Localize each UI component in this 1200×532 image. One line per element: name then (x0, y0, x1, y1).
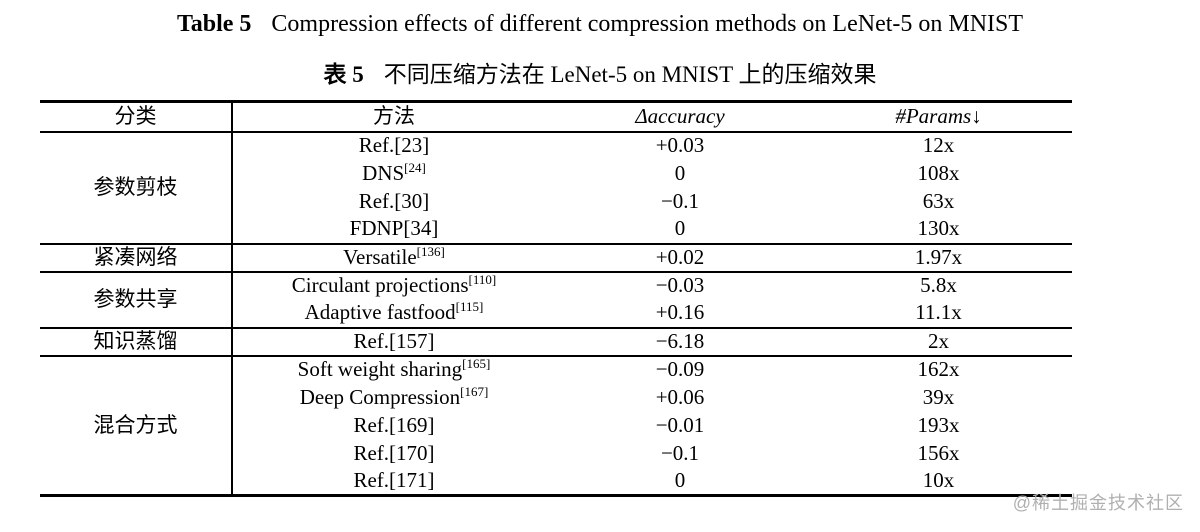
reference-superscript: [115] (455, 299, 484, 315)
params-cell: 2x (805, 327, 1072, 357)
method-text: Ref.[23] (358, 133, 430, 158)
accuracy-cell: −0.03 (655, 273, 705, 298)
caption-en-text: Compression effects of different compres… (271, 11, 1024, 37)
table-row: 参数剪枝 Ref.[23] +0.03 12x (40, 131, 1072, 245)
method-cell: Ref.[171] (232, 468, 555, 496)
accuracy-cell: +0.16 (555, 299, 805, 329)
table-row: 紧凑网络 Versatile[136] +0.02 1.97x (40, 243, 1072, 273)
method-text: Ref.[169] (353, 412, 435, 437)
params-cell: 39x (922, 384, 955, 409)
compression-results-table: 分类 方法 Δaccuracy #Params↓ 参数剪枝 Ref.[23] +… (40, 100, 1072, 497)
method-cell: Versatile[136] (232, 243, 555, 273)
accuracy-cell: −0.1 (660, 188, 700, 213)
table-row: Ref.[30] −0.1 63x (40, 188, 1072, 216)
watermark: @稀土掘金技术社区 (1012, 493, 1184, 513)
method-cell: Adaptive fastfood[115] (232, 299, 555, 329)
method-text: Deep Compression (299, 384, 461, 409)
method-cell: DNS[24] (232, 160, 555, 188)
accuracy-cell: −0.01 (655, 412, 705, 437)
params-cell: 63x (922, 188, 955, 213)
method-cell: Ref.[23] (232, 132, 555, 160)
table-row: Adaptive fastfood[115] +0.16 11.1x (40, 299, 1072, 329)
method-cell: Ref.[157] (232, 327, 555, 357)
method-text: Ref.[171] (353, 468, 435, 493)
table-row: 混合方式 Soft weight sharing[165] −0.09 162x (40, 355, 1072, 497)
reference-superscript: [110] (468, 272, 497, 288)
category-cell-pruning: 参数剪枝 (40, 131, 233, 245)
params-cell: 5.8x (920, 273, 957, 298)
method-text: Ref.[30] (358, 188, 430, 213)
method-text: DNS (362, 160, 405, 185)
method-text: Ref.[170] (353, 440, 435, 465)
method-text: Ref.[157] (353, 328, 435, 353)
category-cell-hybrid: 混合方式 (40, 355, 233, 497)
params-cell: 193x (917, 412, 960, 437)
accuracy-cell: −0.09 (655, 357, 705, 382)
table-row: DNS[24] 0 108x (40, 160, 1072, 188)
params-cell: 10x (922, 468, 955, 493)
table-row: Ref.[171] 0 10x (40, 468, 1072, 496)
method-text: Circulant projections (291, 273, 469, 298)
table-row: FDNP[34] 0 130x (40, 215, 1072, 245)
method-cell: Circulant projections[110] (232, 272, 555, 300)
params-cell: 156x (917, 440, 960, 465)
col-header-params: #Params↓ (805, 101, 1072, 133)
method-cell: Ref.[169] (232, 412, 555, 440)
method-cell: Deep Compression[167] (232, 384, 555, 412)
accuracy-cell: 0 (555, 215, 805, 245)
caption-en-label: Table 5 (176, 11, 252, 37)
method-cell: Ref.[30] (232, 188, 555, 216)
accuracy-cell: 0 (674, 468, 686, 493)
method-text: Adaptive fastfood (304, 300, 456, 325)
caption-zh-label: 表 5 (323, 62, 364, 87)
table-row: Ref.[170] −0.1 156x (40, 440, 1072, 468)
caption-zh-text: 不同压缩方法在 LeNet-5 on MNIST 上的压缩效果 (383, 62, 877, 87)
method-cell: Ref.[170] (232, 440, 555, 468)
reference-superscript: [167] (460, 383, 489, 399)
table-caption-chinese: 表 5 不同压缩方法在 LeNet-5 on MNIST 上的压缩效果 (0, 55, 1200, 89)
reference-superscript: [136] (416, 243, 445, 259)
params-cell: 12x (922, 133, 955, 158)
params-cell: 108x (917, 160, 960, 185)
category-cell-compact-network: 紧凑网络 (40, 243, 233, 273)
category-cell-knowledge-distillation: 知识蒸馏 (40, 327, 233, 357)
accuracy-cell: +0.03 (655, 133, 705, 158)
method-cell: Soft weight sharing[165] (232, 356, 555, 384)
accuracy-cell: −0.1 (660, 440, 700, 465)
method-cell: FDNP[34] (232, 215, 555, 245)
method-text: Soft weight sharing (297, 357, 463, 382)
table-row: 参数共享 Circulant projections[110] −0.03 5.… (40, 271, 1072, 329)
table-row: 知识蒸馏 Ref.[157] −6.18 2x (40, 327, 1072, 357)
table-row: Ref.[169] −0.01 193x (40, 412, 1072, 440)
accuracy-cell: 0 (674, 160, 686, 185)
params-cell: 130x (805, 215, 1072, 245)
category-cell-parameter-sharing: 参数共享 (40, 271, 233, 329)
header-row: 分类 方法 Δaccuracy #Params↓ (40, 101, 1072, 133)
reference-superscript: [24] (404, 159, 426, 175)
accuracy-cell: +0.06 (655, 384, 705, 409)
accuracy-cell: −6.18 (555, 327, 805, 357)
params-cell: 1.97x (805, 243, 1072, 273)
method-text: FDNP[34] (349, 216, 439, 241)
table-caption-english: Table 5 Compression effects of different … (0, 11, 1200, 38)
accuracy-cell: +0.02 (555, 243, 805, 273)
col-header-method: 方法 (232, 101, 555, 133)
table-row: Deep Compression[167] +0.06 39x (40, 384, 1072, 412)
reference-superscript: [165] (462, 356, 491, 372)
method-text: Versatile (343, 244, 417, 269)
params-cell: 162x (917, 357, 960, 382)
col-header-delta-accuracy: Δaccuracy (555, 101, 805, 133)
params-cell: 11.1x (805, 299, 1072, 329)
col-header-category: 分类 (40, 101, 233, 133)
